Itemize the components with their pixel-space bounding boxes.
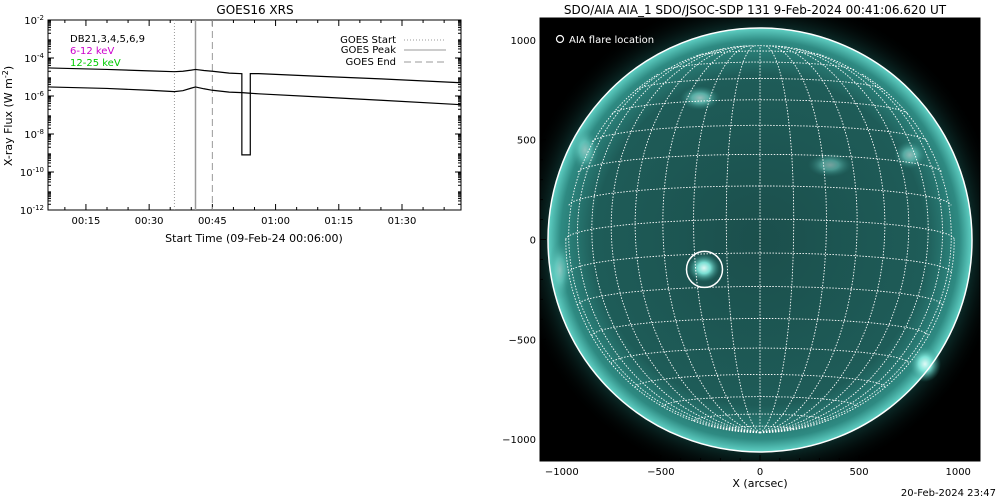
longitude-line — [759, 73, 952, 434]
longitude-line — [759, 53, 943, 434]
aia-y-tick-label: −500 — [509, 335, 536, 346]
solar-limb — [547, 27, 973, 453]
latitude-line — [577, 153, 943, 173]
longitude-line — [610, 46, 761, 434]
legend-end-label: GOES End — [346, 57, 396, 68]
aia-x-axis-label: X (arcsec) — [732, 477, 787, 490]
channel-label: DB21,3,4,5,6,9 — [70, 34, 145, 45]
goes-long-channel-line — [47, 67, 462, 156]
goes-x-tick-label: 00:15 — [72, 216, 101, 227]
flare-brightening — [688, 254, 720, 282]
goes-y-tick-label: 10-2 — [24, 14, 44, 27]
goes-short-channel-line — [47, 86, 462, 106]
high-energy-label: 12-25 keV — [70, 58, 121, 69]
longitude-line — [662, 45, 761, 434]
goes-corner-labels: DB21,3,4,5,6,9 6-12 keV 12-25 keV — [70, 34, 145, 69]
longitude-line — [759, 45, 886, 434]
longitude-line — [759, 45, 858, 434]
latitude-line — [693, 413, 827, 421]
aia-y-tick-label: −1000 — [502, 435, 536, 446]
goes-y-tick-label: 10-8 — [24, 128, 44, 141]
latitude-line — [568, 185, 952, 206]
goes-x-tick-label: 00:45 — [198, 216, 227, 227]
latitude-line — [565, 218, 955, 240]
longitude-line — [568, 73, 761, 434]
longitude-line — [725, 44, 761, 434]
longitude-line — [759, 44, 795, 434]
goes-xrs-chart: GOES16 XRS 10-12 10-10 10-8 10-6 10-4 10-2 00… — [1, 3, 462, 245]
active-region-ne — [680, 86, 720, 110]
longitude-line — [759, 47, 929, 434]
aia-image-chart: SDO/AIA AIA_1 SDO/JSOC-SDP 131 9-Feb-202… — [502, 3, 996, 499]
active-region-w — [894, 141, 926, 169]
aia-x-tick-label: 500 — [850, 467, 869, 478]
latitude-line — [664, 61, 856, 71]
longitude-line — [759, 46, 910, 434]
goes-x-tick-label: 01:30 — [388, 216, 417, 227]
goes-x-tick-label: 01:00 — [261, 216, 290, 227]
goes-y-tick-label: 10-10 — [20, 166, 44, 179]
aia-axis-ticks: −1000 −500 0 500 1000 −1000 −500 0 500 1000 — [502, 19, 979, 478]
goes-x-axis-label: Start Time (09-Feb-24 00:06:00) — [165, 232, 343, 245]
aia-chart-title: SDO/AIA AIA_1 SDO/JSOC-SDP 131 9-Feb-202… — [564, 3, 947, 17]
aia-x-tick-label: 0 — [757, 467, 763, 478]
latitude-line — [591, 124, 929, 142]
goes-y-tick-label: 10-6 — [24, 90, 44, 103]
aia-x-tick-label: 1000 — [945, 467, 970, 478]
flare-location-marker — [685, 250, 724, 289]
goes-event-markers — [173, 20, 213, 210]
aia-y-tick-label: 0 — [530, 236, 536, 247]
latitude-line — [611, 99, 909, 115]
goes-x-tick-label: 00:30 — [135, 216, 164, 227]
legend-flare-label: AIA flare location — [569, 35, 654, 46]
longitude-line — [591, 47, 761, 434]
longitude-line — [693, 45, 761, 434]
heliographic-grid — [565, 44, 955, 434]
legend-peak-label: GOES Peak — [341, 45, 396, 56]
longitude-line — [634, 45, 761, 434]
goes-x-tick-label: 01:15 — [324, 216, 353, 227]
goes-x-axis-ticks: 00:15 00:30 00:45 01:00 01:15 01:30 — [64, 20, 445, 227]
active-region-sw — [909, 346, 941, 382]
aia-y-tick-label: 1000 — [511, 36, 536, 47]
goes-chart-title: GOES16 XRS — [216, 3, 293, 17]
longitude-line — [577, 53, 761, 434]
goes-legend: GOES Start GOES Peak GOES End — [340, 35, 446, 68]
goes-y-tick-label: 10-4 — [24, 52, 44, 65]
aia-legend: AIA flare location — [555, 34, 654, 46]
footer-timestamp: 20-Feb-2024 23:47 — [901, 488, 996, 499]
aia-x-tick-label: −500 — [647, 467, 674, 478]
goes-y-tick-label: 10-12 — [20, 204, 44, 217]
low-energy-label: 6-12 keV — [70, 46, 114, 57]
active-region-nw — [808, 153, 852, 177]
goes-y-axis-label: X-ray Flux (W m-2) — [1, 66, 16, 166]
legend-start-label: GOES Start — [340, 35, 396, 46]
longitude-line — [759, 45, 827, 434]
aia-y-tick-label: 500 — [517, 136, 536, 147]
aia-x-tick-label: −1000 — [545, 467, 579, 478]
active-region-east — [571, 128, 599, 172]
aia-image-content — [540, 18, 980, 461]
legend-circle-icon — [555, 34, 565, 44]
goes-series-group — [47, 67, 462, 156]
